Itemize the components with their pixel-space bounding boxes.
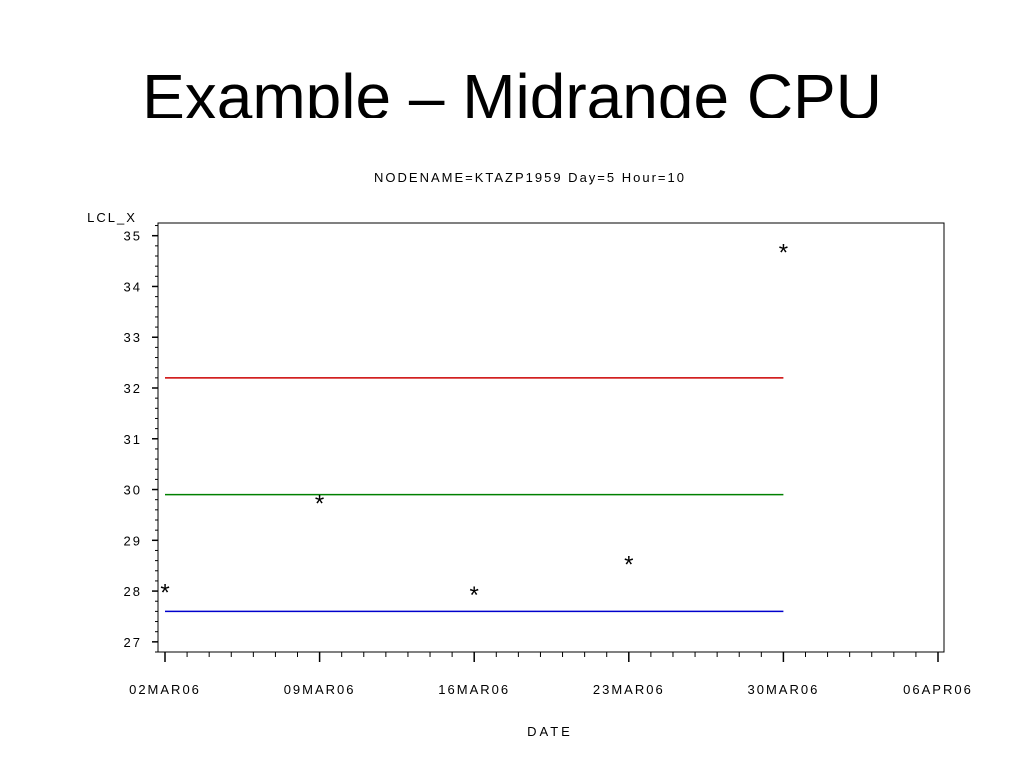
x-tick-label: 16MAR06	[438, 682, 510, 697]
x-axis: 02MAR06 09MAR06 16MAR06 23MAR06 30MAR06 06APR…	[129, 652, 973, 697]
y-tick-label: 27	[124, 635, 142, 650]
plot-frame	[157, 222, 945, 653]
y-tick-label: 30	[124, 483, 142, 498]
data-point: *	[624, 552, 633, 579]
reference-lines	[165, 377, 784, 613]
data-point: *	[160, 580, 169, 607]
y-axis-label: LCL_X	[87, 210, 137, 225]
data-point: *	[470, 582, 479, 609]
y-tick-label: 35	[124, 229, 142, 244]
y-tick-label: 28	[124, 584, 142, 599]
x-tick-label: 23MAR06	[593, 682, 665, 697]
x-tick-label: 02MAR06	[129, 682, 201, 697]
chart-title: NODENAME=KTAZP1959 Day=5 Hour=10	[374, 170, 686, 185]
y-tick-label: 29	[124, 533, 142, 548]
x-tick-label: 30MAR06	[747, 682, 819, 697]
y-tick-label: 32	[124, 381, 142, 396]
x-tick-label: 09MAR06	[284, 682, 356, 697]
y-tick-label: 34	[124, 279, 142, 294]
y-tick-label: 33	[124, 330, 142, 345]
data-point: *	[315, 491, 324, 518]
data-point: *	[779, 239, 788, 266]
x-axis-label: DATE	[527, 724, 573, 739]
data-points: * * * * *	[160, 239, 788, 609]
y-tick-label: 31	[124, 432, 142, 447]
slide-title: Example – Midrange CPU	[142, 61, 882, 118]
y-axis: 27 28 29 30 31 32 33 34 35	[124, 225, 158, 653]
x-tick-label: 06APR06	[903, 682, 973, 697]
